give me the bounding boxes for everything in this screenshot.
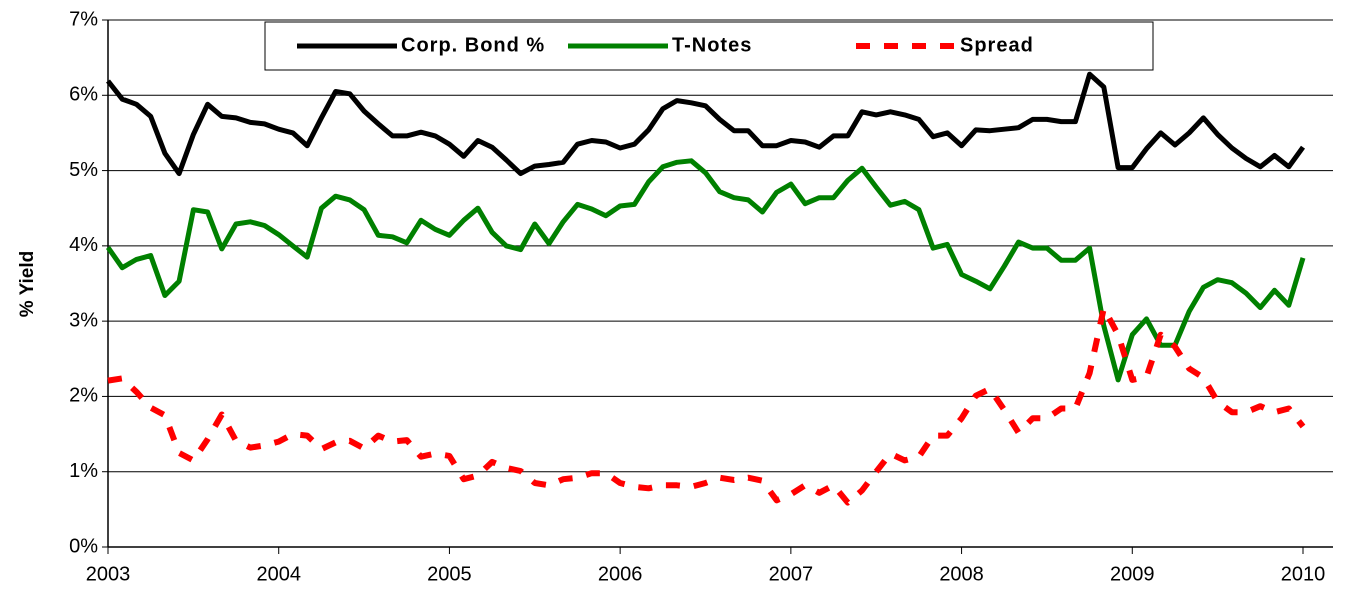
x-tick-label: 2009: [1110, 563, 1155, 585]
legend-label: Spread: [960, 34, 1034, 56]
x-tick-label: 2003: [86, 563, 131, 585]
x-tick-label: 2010: [1281, 563, 1326, 585]
series-line: [107, 305, 1306, 506]
x-tick-label: 2005: [427, 563, 472, 585]
y-tick-label: 0%: [69, 535, 98, 557]
y-tick-label: 6%: [69, 84, 98, 106]
y-tick-label: 5%: [69, 159, 98, 181]
x-tick-label: 2007: [769, 563, 814, 585]
y-tick-label: 4%: [69, 234, 98, 256]
series-line: [106, 71, 1306, 177]
y-tick-label: 1%: [69, 460, 98, 482]
legend-label: T-Notes: [672, 34, 752, 56]
series-line: [105, 158, 1306, 383]
legend-box: [264, 21, 1154, 71]
y-axis-label: % Yield: [17, 251, 38, 318]
y-tick-label: 2%: [69, 385, 98, 407]
legend-label: Corp. Bond %: [401, 34, 545, 56]
x-tick-label: 2008: [939, 563, 984, 585]
y-tick-label: 3%: [69, 309, 98, 331]
x-tick-label: 2004: [256, 563, 301, 585]
x-tick-label: 2006: [598, 563, 643, 585]
y-tick-label: 7%: [69, 8, 98, 30]
